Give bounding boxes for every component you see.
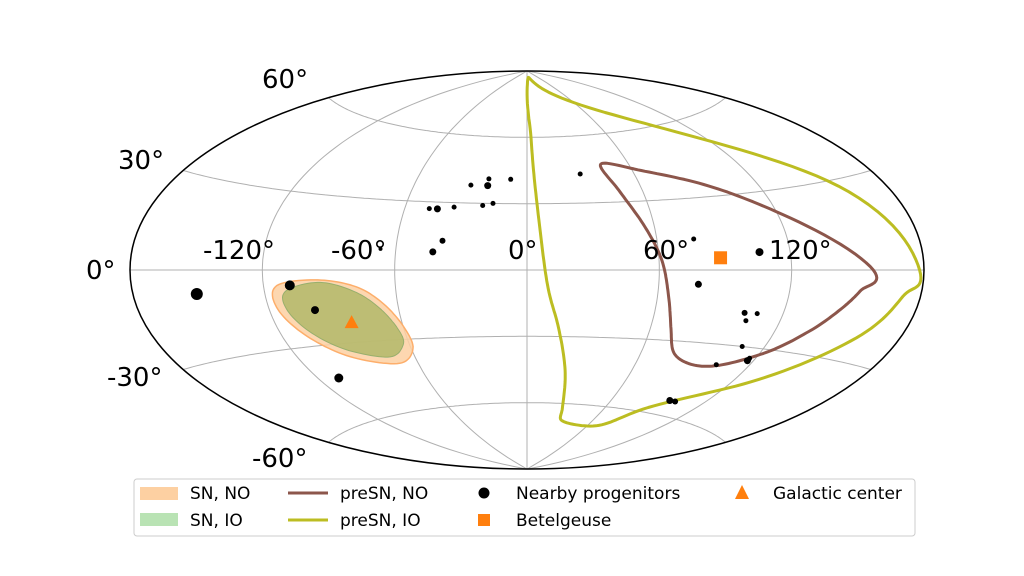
progenitor-point <box>739 344 745 349</box>
x-tick-label: 120° <box>769 236 832 266</box>
legend-swatch-sn-io <box>140 513 178 526</box>
legend-label-galactic-center: Galactic center <box>773 484 902 504</box>
progenitor-point <box>713 362 719 368</box>
progenitor-point <box>486 176 492 182</box>
betelgeuse-marker <box>714 251 728 265</box>
progenitor-point <box>672 398 679 405</box>
legend-label-presn-io: preSN, IO <box>340 511 421 531</box>
galactic-center-marker <box>344 315 359 329</box>
progenitor-point <box>691 236 697 242</box>
legend: SN, NO SN, IO preSN, NO preSN, IO Nearby… <box>133 478 916 537</box>
progenitor-point <box>433 205 441 213</box>
y-tick-label: 60° <box>262 65 308 95</box>
presn-io-contour <box>525 75 923 428</box>
special-markers <box>344 251 728 329</box>
grid-lines <box>130 70 924 470</box>
legend-label-sn-io: SN, IO <box>190 511 243 531</box>
grid-meridian <box>394 70 528 470</box>
progenitor-point <box>577 171 583 177</box>
progenitor-point <box>439 237 446 244</box>
progenitor-point <box>508 176 514 182</box>
x-tick-label: -120° <box>203 236 275 266</box>
progenitor-point <box>694 280 702 288</box>
legend-swatch-sn-no <box>140 487 178 500</box>
progenitor-point <box>311 306 319 315</box>
grid-meridian <box>526 70 793 470</box>
y-tick-label: 30° <box>118 146 164 176</box>
progenitor-point <box>480 203 486 208</box>
legend-marker-progenitors <box>478 487 490 499</box>
progenitor-point <box>190 288 203 300</box>
x-tick-label: 0° <box>508 236 538 266</box>
legend-marker-galactic-center <box>735 485 749 499</box>
presn-contours <box>525 75 923 428</box>
projection-outline <box>129 70 925 470</box>
progenitor-point <box>334 373 344 383</box>
progenitor-point <box>484 182 492 190</box>
x-tick-label: -60° <box>331 236 386 266</box>
legend-label-betelgeuse: Betelgeuse <box>516 511 611 531</box>
progenitor-point <box>490 200 496 206</box>
legend-label-progenitors: Nearby progenitors <box>516 484 680 504</box>
legend-label-presn-no: preSN, NO <box>340 484 428 504</box>
progenitor-point <box>743 318 749 324</box>
progenitor-point <box>426 206 432 212</box>
progenitor-points <box>190 171 764 405</box>
y-tick-label: -30° <box>107 363 162 393</box>
progenitor-point <box>666 397 674 404</box>
legend-marker-betelgeuse <box>478 514 490 526</box>
progenitor-point <box>468 182 474 188</box>
progenitor-point <box>747 355 753 361</box>
sn-overlap-region <box>282 282 404 358</box>
progenitor-point <box>755 248 764 257</box>
progenitor-point <box>741 309 748 316</box>
progenitor-point <box>429 248 437 256</box>
grid-meridian <box>261 70 528 470</box>
progenitor-point <box>451 204 457 210</box>
y-tick-label: 0° <box>86 256 116 286</box>
progenitor-point <box>284 280 295 291</box>
x-tick-label: 60° <box>643 236 689 266</box>
sn-regions <box>271 279 414 365</box>
progenitor-point <box>754 311 760 317</box>
legend-label-sn-no: SN, NO <box>190 484 250 504</box>
legend-box <box>133 478 916 537</box>
progenitor-point <box>378 246 383 251</box>
presn-no-contour <box>598 161 879 368</box>
grid-meridian <box>526 70 660 470</box>
y-tick-label: -60° <box>252 444 307 474</box>
